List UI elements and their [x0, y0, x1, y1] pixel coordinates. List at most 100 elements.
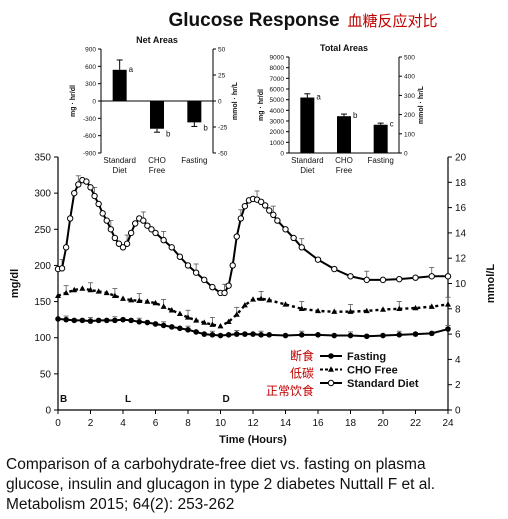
category-label: Diet [113, 166, 128, 175]
significance-letter: a [316, 93, 321, 102]
y-right-tick-label: 500 [404, 55, 415, 62]
data-point [258, 295, 265, 301]
data-point [111, 292, 118, 298]
data-point [112, 317, 118, 324]
y-right-tick-label: 0 [218, 99, 222, 106]
category-label: Standard [103, 156, 135, 165]
data-point [217, 322, 224, 329]
data-point [396, 305, 403, 311]
y-right-tick-label: 10 [455, 279, 467, 290]
y-tick-label: 350 [34, 153, 51, 164]
y-right-tick-label: 2 [455, 380, 461, 391]
data-point [193, 329, 199, 335]
total-areas-chart: Total Areas01000200030004000500060007000… [258, 43, 425, 175]
y-right-tick-label: 6 [455, 330, 461, 341]
data-point [55, 292, 61, 298]
y-right-tick-label: -25 [218, 125, 228, 132]
main-title-cn: 血糖反应对比 [348, 12, 438, 30]
data-point [131, 220, 139, 227]
net-areas-chart: Net Areas 900 600 300 0 -300 -600 -900 50 25 0 -25 -… [70, 35, 239, 175]
data-point [193, 317, 200, 323]
legend-label: Fasting [347, 351, 386, 363]
data-point [71, 317, 78, 324]
y-tick-label: 7000 [270, 76, 285, 83]
data-point [168, 324, 175, 330]
data-point [250, 331, 256, 337]
caption-line: glucose, insulin and glucagon in type 2 … [6, 476, 436, 493]
y-right-tick-label: 100 [404, 131, 415, 138]
data-point [71, 189, 78, 197]
data-point [274, 217, 281, 224]
data-point [298, 332, 305, 338]
data-point [95, 317, 102, 324]
data-point [347, 308, 354, 314]
data-point [168, 307, 175, 313]
y-right-tick-label: 12 [455, 254, 467, 265]
data-point [298, 305, 305, 311]
y-tick-label: 0 [92, 99, 96, 106]
x-axis-label: Time (Hours) [219, 434, 287, 446]
data-point [91, 192, 98, 200]
data-point [71, 286, 78, 293]
data-point [201, 276, 208, 284]
bar [337, 116, 351, 153]
y-right-tick-label: 400 [404, 74, 415, 81]
data-point [412, 274, 419, 281]
data-point [257, 198, 265, 206]
data-point [160, 236, 167, 244]
x-tick-label: 14 [280, 418, 292, 429]
data-point [331, 332, 338, 339]
data-point [229, 262, 236, 269]
data-point [258, 332, 264, 338]
significance-letter: b [166, 130, 171, 139]
data-point [241, 202, 249, 210]
x-tick-label: 22 [410, 418, 422, 429]
x-tick-label: 20 [377, 418, 389, 429]
y-tick-label: 9000 [270, 55, 285, 62]
data-point [128, 317, 134, 324]
data-point [176, 253, 184, 260]
x-tick-label: 16 [312, 418, 324, 429]
y-tick-label: -600 [83, 133, 96, 140]
data-point [144, 319, 151, 326]
y-tick-label: 250 [34, 225, 51, 236]
data-point [233, 311, 240, 317]
data-point [152, 299, 159, 306]
legend-label-cn: 低碳 [290, 367, 314, 381]
data-point [103, 317, 110, 324]
caption-line: Comparison of a carbohydrate-free diet v… [6, 456, 426, 473]
data-point [225, 332, 232, 338]
data-point [363, 276, 370, 284]
y-tick-label: -300 [83, 116, 96, 123]
data-point [233, 331, 240, 337]
bar-chart-title: Net Areas [136, 35, 178, 45]
data-point [242, 331, 248, 337]
y-tick-label: 8000 [270, 65, 285, 72]
data-point [396, 332, 403, 338]
data-point [103, 217, 110, 224]
significance-letter: a [129, 65, 134, 74]
legend: Fasting 断食 CHO Free 低碳 Standard Diet 正常饮食 [266, 348, 419, 398]
data-point [347, 273, 354, 280]
data-point [428, 273, 435, 280]
data-point [266, 296, 273, 303]
y-right-tick-label: 0 [404, 151, 408, 158]
x-tick-label: 4 [120, 418, 126, 429]
data-point [396, 275, 403, 283]
x-tick-label: 24 [442, 418, 454, 429]
data-point [128, 296, 135, 303]
data-point [152, 229, 159, 237]
data-point [209, 283, 216, 291]
data-point [136, 297, 143, 304]
data-point [428, 330, 435, 337]
legend-label-cn: 正常饮食 [266, 383, 314, 398]
data-point [120, 316, 126, 323]
data-point [266, 207, 273, 214]
series-line-cho-free [57, 287, 449, 328]
data-point [270, 211, 277, 219]
data-point [120, 295, 126, 301]
legend-label-cn: 断食 [290, 348, 314, 363]
category-label: Diet [300, 166, 315, 175]
legend-marker [328, 353, 334, 359]
